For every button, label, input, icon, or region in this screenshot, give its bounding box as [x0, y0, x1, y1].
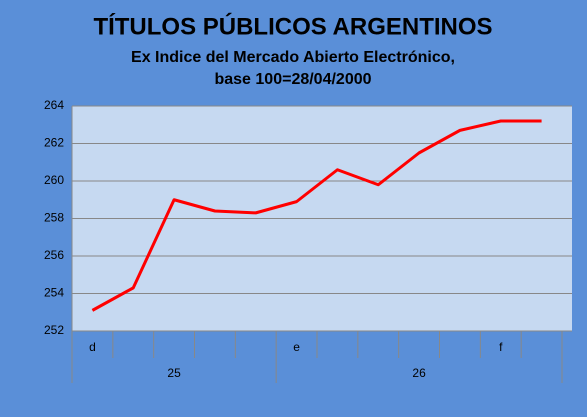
y-tick-label: 262 [44, 136, 64, 150]
data-line [91, 119, 542, 312]
x-group-label: 26 [412, 366, 426, 380]
y-tick-label: 264 [44, 98, 64, 112]
y-tick-label: 258 [44, 211, 64, 225]
x-tick-label: e [293, 340, 300, 354]
x-tick-label: f [499, 340, 503, 354]
chart-subtitle: base 100=28/04/2000 [214, 71, 371, 88]
y-tick-label: 260 [44, 173, 64, 187]
y-tick-label: 254 [44, 286, 64, 300]
y-tick-label: 252 [44, 323, 64, 337]
chart-subtitle: Ex Indice del Mercado Abierto Electrónic… [131, 49, 455, 66]
y-tick-label: 256 [44, 248, 64, 262]
chart-title: TÍTULOS PÚBLICOS ARGENTINOS [93, 12, 492, 40]
x-tick-label: d [89, 340, 96, 354]
x-group-label: 25 [167, 366, 181, 380]
